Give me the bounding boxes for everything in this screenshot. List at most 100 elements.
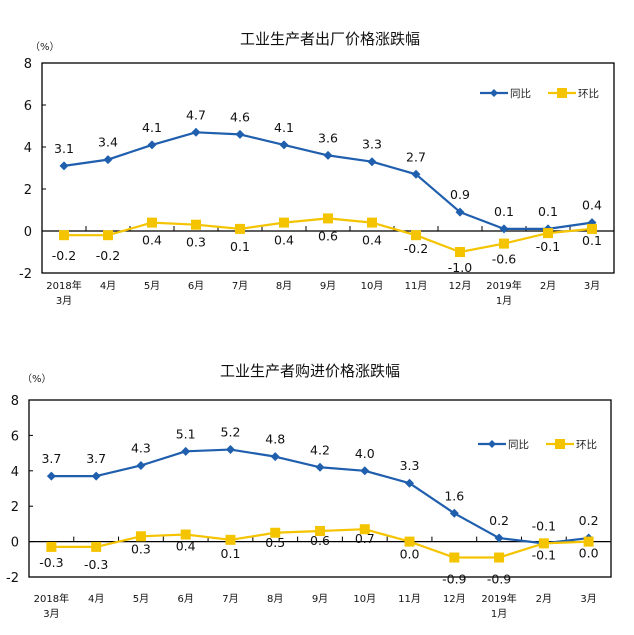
x-tick-label: 2月 bbox=[536, 593, 552, 605]
legend-label: 环比 bbox=[578, 87, 599, 100]
data-label-yoy: 0.9 bbox=[450, 187, 470, 202]
x-tick-label: 12月 bbox=[449, 280, 472, 292]
data-label-yoy: 3.1 bbox=[54, 141, 74, 156]
data-point-yoy bbox=[181, 446, 191, 456]
data-point-yoy bbox=[315, 462, 325, 472]
data-label-mom: 0.4 bbox=[362, 233, 382, 248]
data-label-yoy: 0.1 bbox=[494, 204, 514, 219]
data-label-mom: 0.0 bbox=[400, 547, 420, 562]
y-tick-label: 0 bbox=[24, 225, 32, 240]
data-point-mom bbox=[499, 238, 509, 249]
data-label-mom: 0.6 bbox=[310, 533, 330, 548]
chart-title: 工业生产者购进价格涨跌幅 bbox=[220, 362, 400, 380]
data-label-mom: -0.1 bbox=[536, 239, 560, 254]
x-tick-label: 6月 bbox=[188, 280, 204, 292]
x-tick-label: 3月 bbox=[56, 295, 72, 307]
data-point-mom bbox=[359, 524, 370, 535]
data-label-yoy: 0.2 bbox=[489, 513, 509, 528]
data-point-mom bbox=[323, 213, 333, 224]
data-label-yoy: 4.2 bbox=[310, 442, 330, 457]
legend-label: 同比 bbox=[508, 438, 529, 451]
data-label-yoy: 4.1 bbox=[142, 120, 162, 135]
data-point-yoy bbox=[411, 169, 421, 179]
data-label-mom: 0.1 bbox=[582, 233, 602, 248]
data-label-yoy: 3.7 bbox=[41, 451, 61, 466]
legend: 同比 环比 bbox=[478, 438, 597, 451]
data-label-yoy: 4.8 bbox=[265, 432, 285, 447]
data-label-yoy: 5.2 bbox=[221, 425, 241, 440]
y-unit-label: （%） bbox=[22, 373, 52, 385]
data-point-yoy bbox=[136, 460, 146, 470]
x-tick-label: 1月 bbox=[491, 608, 507, 620]
x-tick-label: 9月 bbox=[320, 280, 336, 292]
data-point-mom bbox=[367, 217, 377, 228]
chart-2: 工业生产者购进价格涨跌幅 （%） -2 0 2 4 6 8 2018年 3月 4月 5月 6月 7月 8月 9… bbox=[6, 362, 612, 620]
data-label-yoy: 3.7 bbox=[86, 451, 106, 466]
data-point-mom bbox=[583, 536, 594, 547]
data-point-mom bbox=[587, 223, 597, 234]
data-label-mom: -0.9 bbox=[487, 572, 511, 587]
x-tick-label: 10月 bbox=[361, 280, 384, 292]
data-point-mom bbox=[543, 228, 553, 239]
y-unit-label: （%） bbox=[30, 41, 60, 53]
data-point-mom bbox=[315, 525, 325, 536]
data-point-mom bbox=[449, 552, 460, 563]
x-tick-label: 3月 bbox=[43, 608, 59, 620]
data-label-mom: 0.4 bbox=[142, 233, 162, 248]
data-point-yoy bbox=[270, 452, 280, 462]
plot-area-frame bbox=[41, 62, 615, 274]
y-tick-label: -2 bbox=[6, 571, 19, 586]
data-point-mom bbox=[191, 219, 201, 230]
data-label-yoy: 3.3 bbox=[362, 137, 382, 152]
x-tick-label: 2月 bbox=[540, 280, 556, 292]
x-tick-label: 5月 bbox=[144, 280, 160, 292]
y-tick-label: -2 bbox=[19, 267, 32, 282]
data-label-yoy: 0.2 bbox=[579, 513, 599, 528]
x-tick-label: 11月 bbox=[398, 593, 421, 605]
data-label-yoy: 1.6 bbox=[444, 488, 464, 503]
data-point-yoy bbox=[405, 478, 415, 488]
data-label-mom: -0.3 bbox=[84, 557, 108, 572]
data-point-yoy bbox=[494, 533, 504, 543]
data-label-mom: 0.4 bbox=[274, 233, 294, 248]
data-point-mom bbox=[411, 230, 421, 241]
x-tick-label: 1月 bbox=[496, 295, 512, 307]
data-point-yoy bbox=[91, 471, 101, 481]
data-point-mom bbox=[538, 538, 549, 549]
data-point-mom bbox=[59, 230, 69, 241]
x-tick-label: 4月 bbox=[88, 593, 104, 605]
x-tick-label: 2018年 bbox=[46, 279, 81, 292]
data-point-yoy bbox=[367, 157, 377, 167]
data-point-mom bbox=[235, 223, 245, 234]
data-label-yoy: 4.1 bbox=[274, 120, 294, 135]
data-label-mom: -0.1 bbox=[532, 547, 556, 562]
data-point-yoy bbox=[235, 129, 245, 139]
data-point-mom bbox=[103, 230, 113, 241]
data-label-mom: -0.9 bbox=[442, 572, 466, 587]
y-tick-label: 8 bbox=[24, 57, 32, 72]
data-label-yoy: 5.1 bbox=[176, 426, 196, 441]
data-point-mom bbox=[147, 217, 157, 228]
x-tick-label: 4月 bbox=[100, 280, 116, 292]
x-tick-label: 7月 bbox=[232, 280, 248, 292]
y-tick-label: 6 bbox=[11, 429, 19, 444]
data-point-yoy bbox=[191, 127, 201, 137]
data-label-yoy: -0.1 bbox=[532, 518, 556, 533]
data-label-mom: -1.0 bbox=[448, 260, 472, 275]
data-label-yoy: 3.6 bbox=[318, 130, 338, 145]
data-point-mom bbox=[494, 552, 505, 563]
data-point-yoy bbox=[323, 150, 333, 160]
data-label-mom: 0.6 bbox=[318, 228, 338, 243]
data-label-mom: 0.3 bbox=[131, 541, 151, 556]
legend-marker-square bbox=[555, 439, 565, 449]
data-label-yoy: 4.7 bbox=[186, 107, 206, 122]
x-tick-label: 5月 bbox=[133, 593, 149, 605]
x-tick-label: 8月 bbox=[267, 593, 283, 605]
data-label-mom: -0.2 bbox=[52, 248, 76, 263]
y-tick-label: 6 bbox=[24, 99, 32, 114]
x-tick-label: 2019年 bbox=[486, 279, 521, 292]
chart-1: 工业生产者出厂价格涨跌幅 （%） -2 0 2 4 6 8 2018年 3月 4月 5月 6月 7月 8月 9… bbox=[19, 30, 615, 307]
data-point-mom bbox=[180, 529, 191, 540]
y-tick-label: 2 bbox=[24, 183, 32, 198]
